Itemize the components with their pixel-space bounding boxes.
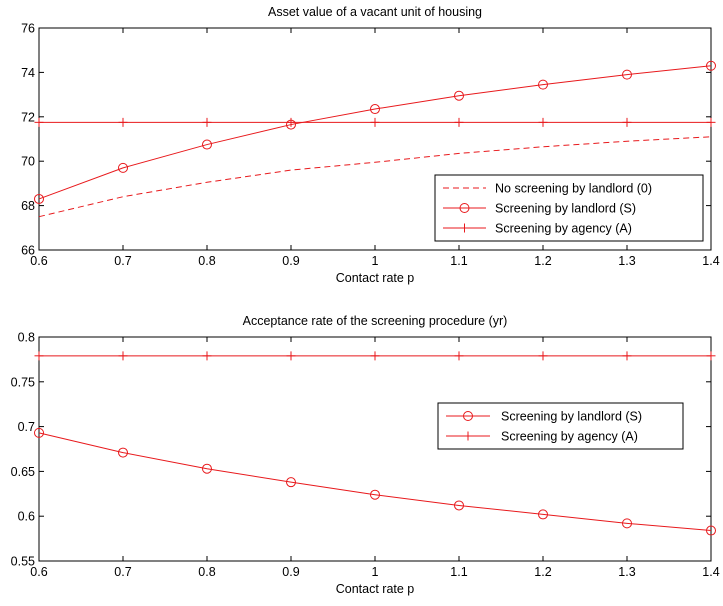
data-point: [118, 117, 128, 127]
chart-acceptance-rate: Acceptance rate of the screening procedu…: [11, 314, 720, 596]
series-line: [38, 136, 712, 218]
data-point: [34, 351, 44, 361]
data-point: [286, 477, 296, 488]
y-tick-label: 0.65: [11, 465, 35, 479]
legend-item: Screening by agency (A): [446, 430, 638, 444]
y-tick-label: 66: [21, 244, 35, 258]
y-tick-label: 68: [21, 199, 35, 213]
y-tick-label: 72: [21, 110, 35, 124]
x-tick-label: 1.3: [618, 565, 635, 579]
y-tick-label: 74: [21, 66, 35, 80]
data-point: [454, 351, 464, 361]
chart-asset-value: Asset value of a vacant unit of housing …: [21, 5, 720, 285]
y-tick-label: 76: [21, 22, 35, 36]
legend-label: Screening by agency (A): [501, 430, 638, 444]
data-point: [118, 351, 128, 361]
data-point: [202, 351, 212, 361]
data-point: [706, 117, 716, 127]
data-point: [454, 90, 464, 101]
data-point: [370, 489, 380, 500]
data-point: [538, 79, 548, 90]
x-tick-label: 1.2: [534, 565, 551, 579]
x-tick-label: 0.9: [282, 565, 299, 579]
y-tick-label: 0.6: [18, 510, 35, 524]
data-point: [34, 427, 44, 438]
data-point: [202, 117, 212, 127]
legend-box: [437, 402, 684, 450]
data-point: [370, 351, 380, 361]
legend-item: Screening by landlord (S): [446, 410, 642, 424]
data-point: [34, 193, 44, 204]
x-tick-label: 1.1: [450, 565, 467, 579]
legend-label: Screening by agency (A): [495, 222, 632, 236]
data-point: [538, 509, 548, 520]
series-agency-screening: [34, 351, 716, 361]
x-tick-label: 1: [372, 254, 379, 268]
data-point: [622, 117, 632, 127]
series-agency-screening: [34, 117, 716, 127]
legend-label: Screening by landlord (S): [495, 202, 636, 216]
data-point: [202, 463, 212, 474]
x-axis-label: Contact rate p: [336, 582, 415, 596]
legend-label: No screening by landlord (0): [495, 182, 652, 196]
legend-item: Screening by landlord (S): [443, 202, 636, 216]
data-point: [118, 447, 128, 458]
y-tick-label: 0.7: [18, 420, 35, 434]
x-tick-label: 1.2: [534, 254, 551, 268]
series-line: [38, 432, 712, 532]
x-axis-label: Contact rate p: [336, 271, 415, 285]
y-tick-label: 0.75: [11, 375, 35, 389]
x-tick-label: 1.4: [702, 565, 719, 579]
x-tick-label: 0.7: [114, 254, 131, 268]
data-point: [622, 351, 632, 361]
data-point: [706, 525, 716, 536]
legend-item: Screening by agency (A): [443, 222, 632, 236]
y-tick-label: 70: [21, 155, 35, 169]
data-point: [286, 117, 296, 127]
legend-item: No screening by landlord (0): [443, 182, 652, 196]
legend-label: Screening by landlord (S): [501, 410, 642, 424]
x-tick-label: 1.1: [450, 254, 467, 268]
series-no-screening: [38, 136, 712, 218]
x-tick-label: 1: [372, 565, 379, 579]
x-tick-label: 0.8: [198, 565, 215, 579]
x-tick-label: 0.6: [30, 565, 47, 579]
data-point: [706, 60, 716, 71]
y-tick-label: 0.55: [11, 555, 35, 569]
data-point: [370, 117, 380, 127]
data-point: [538, 351, 548, 361]
y-tick-label: 0.8: [18, 331, 35, 345]
legend: Screening by landlord (S) Screening by ag…: [437, 402, 684, 450]
chart-title: Asset value of a vacant unit of housing: [268, 5, 482, 19]
series-line: [38, 65, 712, 200]
legend-marker: [463, 411, 473, 421]
series-landlord-screening: [34, 427, 716, 536]
legend: No screening by landlord (0) Screening by…: [434, 174, 704, 242]
legend-marker: [460, 223, 469, 233]
x-tick-label: 1.3: [618, 254, 635, 268]
x-tick-label: 1.4: [702, 254, 719, 268]
legend-marker: [463, 431, 473, 441]
chart-title: Acceptance rate of the screening procedu…: [243, 314, 508, 328]
x-tick-label: 0.7: [114, 565, 131, 579]
x-tick-label: 0.6: [30, 254, 47, 268]
x-tick-label: 0.9: [282, 254, 299, 268]
data-point: [622, 518, 632, 529]
data-point: [622, 69, 632, 80]
data-point: [34, 117, 44, 127]
data-point: [118, 162, 128, 173]
data-point: [454, 117, 464, 127]
data-point: [286, 351, 296, 361]
data-point: [706, 351, 716, 361]
data-point: [202, 139, 212, 150]
data-point: [454, 500, 464, 511]
x-tick-label: 0.8: [198, 254, 215, 268]
legend-marker: [459, 203, 470, 213]
data-point: [538, 117, 548, 127]
series-landlord-screening: [34, 60, 716, 204]
data-point: [370, 104, 380, 115]
